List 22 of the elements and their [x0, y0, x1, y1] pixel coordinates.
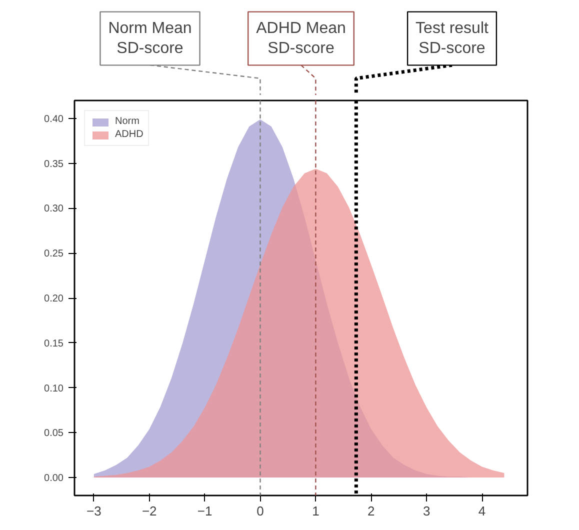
x-tick-label: 2 [368, 504, 375, 518]
x-tick-label: −1 [197, 504, 212, 518]
y-tick-label: 0.40 [44, 114, 64, 125]
y-tick-label: 0.10 [44, 383, 64, 394]
y-tick-label: 0.15 [44, 338, 64, 350]
x-tick-label: 0 [256, 504, 264, 518]
y-tick-label: 0.35 [44, 158, 64, 170]
y-tick-label: 0.30 [44, 204, 64, 215]
y-tick-label: 0.05 [44, 428, 64, 440]
y-tick-label: 0.25 [44, 248, 64, 260]
ref-line-label: Norm Mean SD-score [108, 20, 192, 58]
y-tick-label: 0.00 [44, 473, 64, 484]
x-tick-label: 4 [478, 504, 486, 518]
ref-line-label: Test result SD-score [416, 20, 490, 58]
legend-label: Norm [115, 116, 140, 127]
x-tick-label: −2 [142, 504, 157, 518]
ref-line-label: ADHD Mean SD-score [256, 20, 346, 58]
y-tick-label: 0.20 [44, 294, 64, 304]
x-tick-label: 3 [422, 504, 430, 518]
x-tick-label: 1 [312, 504, 320, 518]
legend-label: ADHD [115, 129, 144, 140]
x-tick-label: −3 [86, 504, 102, 518]
